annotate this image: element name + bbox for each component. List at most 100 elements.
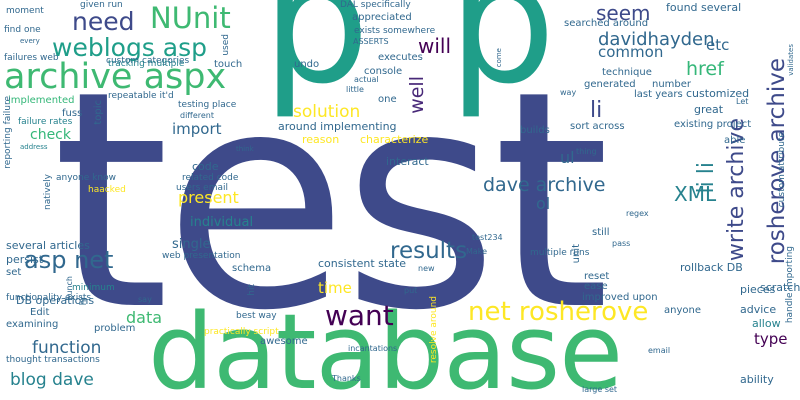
- word-found-several: found several: [666, 1, 742, 14]
- word-bunch: bunch: [65, 276, 74, 301]
- word-related-code: related code: [182, 173, 239, 183]
- word-results: results: [390, 238, 468, 264]
- word-thanks: Thanks: [332, 374, 361, 383]
- word-come: come: [495, 48, 503, 68]
- word-find-one: find one: [4, 25, 41, 35]
- word-etc: etc: [706, 36, 730, 54]
- word-common: common: [598, 43, 664, 61]
- word-way: way: [560, 88, 577, 97]
- word-ul: ul: [560, 148, 575, 167]
- word-examining: examining: [6, 319, 59, 330]
- word-minimum: minimum: [72, 283, 115, 293]
- word-data: data: [126, 308, 163, 327]
- word-little: little: [346, 85, 364, 94]
- word-davidhayden: davidhayden: [598, 29, 715, 50]
- word-actual: actual: [354, 75, 379, 84]
- word-single: single: [172, 237, 211, 252]
- word-advice: advice: [740, 303, 777, 316]
- word-address: address: [20, 143, 48, 151]
- word-weblogs-asp: weblogs asp: [52, 33, 207, 62]
- word-several-articles: several articles: [6, 239, 90, 252]
- word-console: console: [364, 66, 403, 77]
- word-li: li: [590, 98, 603, 123]
- word-executes: executes: [378, 52, 423, 63]
- word-searched-around: searched around: [564, 18, 649, 29]
- word-users-email: users email: [176, 183, 229, 193]
- word-persist: persist: [6, 253, 44, 266]
- word-thought-transactions: thought transactions: [6, 355, 100, 365]
- word-great: great: [694, 103, 724, 116]
- word-regex: regex: [626, 209, 649, 218]
- word-thing: thing: [576, 147, 597, 156]
- word-seem: seem: [596, 1, 651, 25]
- word-p: p: [448, 0, 556, 122]
- word-think: think: [236, 145, 254, 153]
- word-one: one: [378, 94, 397, 105]
- word-natively: natively: [43, 174, 53, 210]
- word-check: check: [30, 127, 71, 143]
- word-characterize: characterize: [360, 133, 429, 146]
- word-let: Let: [736, 97, 749, 106]
- word-best-way: best way: [236, 311, 277, 321]
- word-want: want: [325, 299, 394, 332]
- word-customized: customized: [686, 87, 750, 100]
- word-interact: interact: [386, 155, 429, 168]
- word-p: p: [262, 0, 370, 122]
- word-multiple-runs: multiple runs: [530, 248, 590, 258]
- word-custom-attribute: custom attribute: [777, 132, 787, 208]
- word-different: different: [180, 111, 214, 120]
- word-consistent-state: consistent state: [318, 257, 406, 270]
- word-scratch: scratch: [760, 281, 800, 294]
- word-incantations: incantations: [348, 344, 398, 353]
- word-able: able: [724, 135, 746, 146]
- word-test234: test234: [472, 233, 503, 242]
- word-well: well: [406, 76, 428, 114]
- word-database: database: [148, 291, 623, 400]
- word-sort-across: sort across: [570, 121, 625, 132]
- word-resolve-around: resolve around: [429, 296, 439, 364]
- word-anyone-know: anyone know: [56, 173, 116, 183]
- word-xml: XML: [674, 182, 717, 206]
- word-fuss: fuss: [62, 108, 83, 119]
- word-ol: ol: [536, 194, 551, 213]
- word-hr: hr: [79, 296, 89, 306]
- word-db-operations: DB operations: [16, 294, 95, 307]
- word-nunit: NUnit: [150, 1, 231, 35]
- word-present: present: [178, 188, 239, 207]
- word-edit: Edit: [30, 307, 50, 318]
- word-large-set: large set: [582, 385, 618, 394]
- word-failures-web: failures web: [4, 53, 59, 63]
- word-builds: builds: [520, 125, 550, 136]
- word-appreciated: appreciated: [352, 12, 412, 23]
- word-awesome: awesome: [260, 336, 308, 347]
- word-last-years: last years: [634, 89, 683, 100]
- word-dave-archive: dave archive: [483, 174, 606, 196]
- word-asserts: ASSERTS: [353, 37, 389, 46]
- word-need: need: [72, 7, 135, 36]
- word-failure-rates: failure rates: [18, 117, 73, 127]
- word-individual: individual: [190, 215, 254, 230]
- word-pieces: pieces: [740, 283, 776, 296]
- word-exists-somewhere: exists somewhere: [354, 26, 436, 36]
- word-ability: ability: [740, 373, 774, 386]
- word-say: say: [138, 295, 152, 304]
- word-reporting-failure: reporting failure: [3, 96, 13, 169]
- word-every: every: [20, 37, 40, 45]
- word-practically-script: practically script: [204, 327, 279, 337]
- word-solution: solution: [293, 102, 361, 122]
- word-validates: validates: [787, 44, 795, 76]
- word-test: test: [52, 27, 610, 376]
- word-new: new: [418, 264, 435, 273]
- word-web-presentation: web presentation: [162, 251, 241, 261]
- word-blog-dave: blog dave: [10, 370, 94, 390]
- word-make: Make: [466, 247, 488, 256]
- word-function: function: [32, 338, 102, 358]
- word-anyone: anyone: [664, 305, 701, 316]
- word-will: will: [418, 34, 452, 58]
- word-unit: unit: [571, 244, 582, 264]
- word-li-li: li li: [694, 162, 719, 194]
- word-asp-net: asp net: [24, 246, 114, 274]
- word-given-run: given run: [80, 0, 123, 10]
- word-rollback-db: rollback DB: [680, 261, 743, 274]
